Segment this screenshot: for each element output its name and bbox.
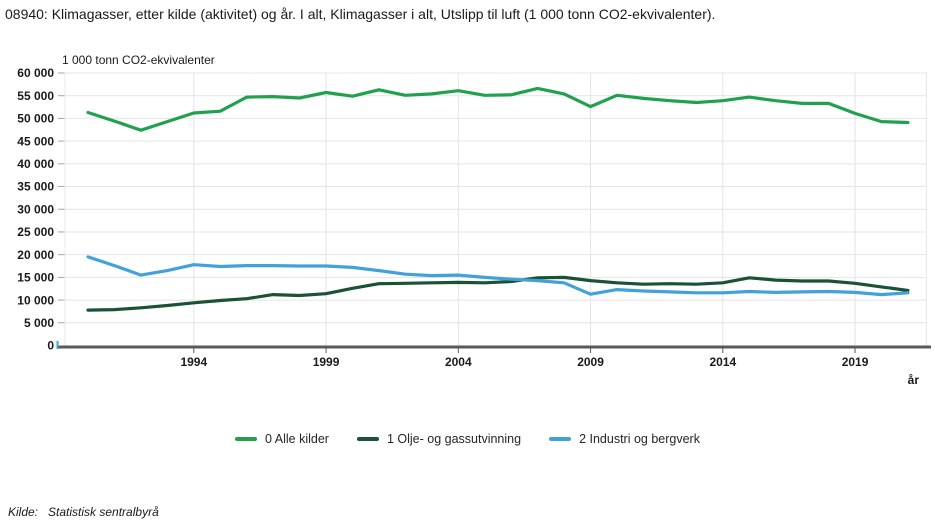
y-axis-unit-label: 1 000 tonn CO2-ekvivalenter <box>62 53 215 67</box>
y-tick-label: 0 <box>47 339 54 353</box>
y-tick-label: 15 000 <box>17 271 54 285</box>
series-line-2 <box>86 255 910 297</box>
chart-legend: 0 Alle kilder 1 Olje- og gassutvinning 2 I… <box>0 429 935 449</box>
source-value: Statistisk sentralbyrå <box>48 505 159 519</box>
y-tick-label: 30 000 <box>17 202 54 216</box>
page-title: 08940: Klimagasser, etter kilde (aktivit… <box>5 6 716 22</box>
source-label: Kilde: <box>8 505 39 519</box>
series-line-1 <box>86 275 910 312</box>
x-tick-label: 2019 <box>842 355 869 369</box>
series-line-0 <box>86 86 910 132</box>
legend-item-1[interactable]: 1 Olje- og gassutvinning <box>356 432 522 446</box>
x-tick-label: 2014 <box>709 355 736 369</box>
y-tick-label: 35 000 <box>17 180 54 194</box>
x-tick-label: 1994 <box>180 355 207 369</box>
y-tick-label: 10 000 <box>17 293 54 307</box>
legend-label: 2 Industri og bergverk <box>579 432 700 446</box>
legend-item-0[interactable]: 0 Alle kilder <box>235 432 329 446</box>
x-tick-label: 2004 <box>445 355 472 369</box>
legend-line-swatch <box>235 437 258 441</box>
x-axis-title: år <box>908 373 920 387</box>
source-line: Kilde: Statistisk sentralbyrå <box>8 505 159 519</box>
legend-item-2[interactable]: 2 Industri og bergverk <box>549 432 700 446</box>
y-tick-label: 50 000 <box>17 112 54 126</box>
legend-label: 1 Olje- og gassutvinning <box>386 432 522 446</box>
x-tick-label: 1999 <box>313 355 340 369</box>
y-tick-label: 45 000 <box>17 134 54 148</box>
x-tick-label: 2009 <box>577 355 604 369</box>
y-tick-label: 55 000 <box>17 89 54 103</box>
legend-line-swatch <box>356 437 379 441</box>
y-tick-label: 60 000 <box>17 66 54 80</box>
y-tick-label: 40 000 <box>17 157 54 171</box>
legend-line-swatch <box>549 437 572 441</box>
y-tick-label: 20 000 <box>17 248 54 262</box>
y-tick-label: 25 000 <box>17 225 54 239</box>
y-tick-label: 5 000 <box>24 316 54 330</box>
legend-label: 0 Alle kilder <box>265 432 329 446</box>
